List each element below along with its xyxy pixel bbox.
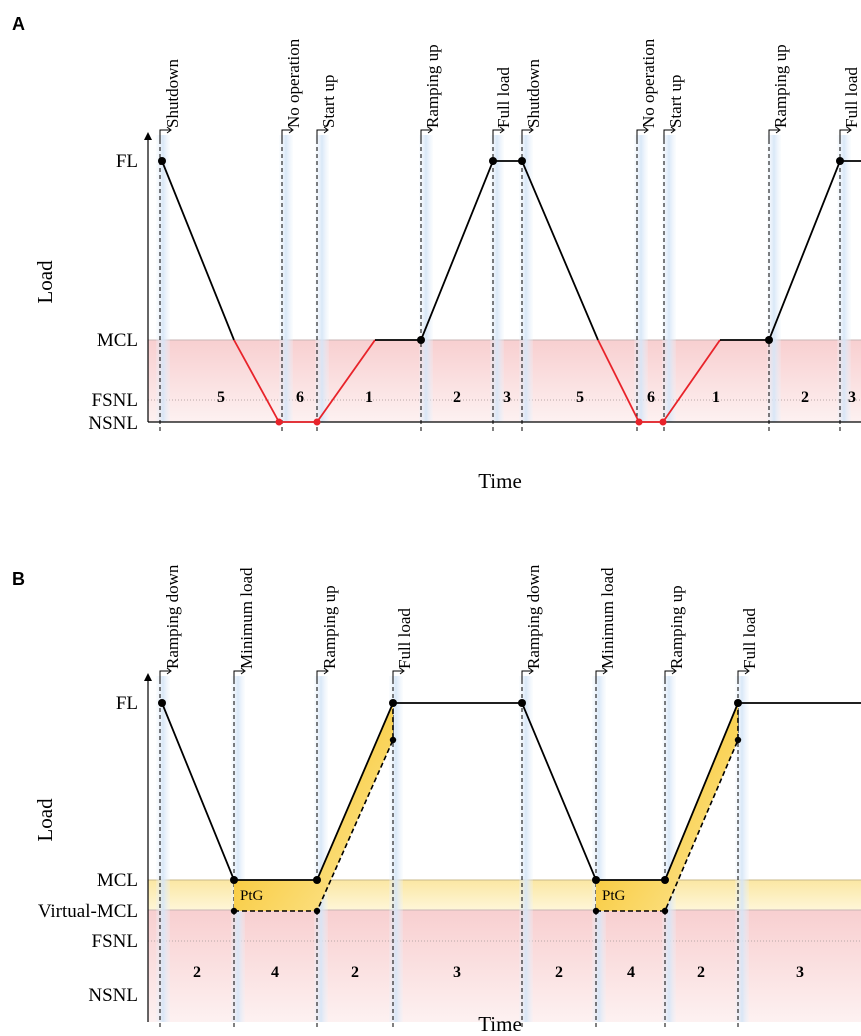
panel-b-red-zone [148, 910, 861, 1022]
panel-a-load-online-3 [720, 160, 861, 341]
panel-a-red-zone [148, 340, 861, 422]
panel-b-phase-number: 3 [796, 964, 804, 981]
panel-b-event-arrows [159, 667, 750, 680]
panel-b-event-label: Ramping down [163, 564, 182, 669]
panel-a-event-label: Ramping up [771, 44, 790, 128]
panel-b-ptg-region-1 [234, 703, 393, 911]
panel-a-phase-number: 3 [848, 389, 856, 406]
panel-a-points [158, 157, 844, 426]
panel-b-load-profile [161, 702, 861, 881]
panel-a-event-label: Full load [842, 67, 861, 128]
panel-letter-b: B [12, 569, 25, 589]
panel-a-phase-number: 5 [576, 389, 584, 406]
panel-a-event-label: Start up [319, 75, 338, 128]
panel-a-level-nsnl: NSNL [88, 413, 138, 434]
panel-b-phase-number: 4 [627, 964, 635, 981]
panel-a-x-axis-title: Time [478, 469, 522, 493]
panel-a-phase-number: 5 [217, 389, 225, 406]
panel-a-load-online-2 [375, 160, 599, 341]
panel-b-event-label: Full load [395, 608, 414, 669]
panel-b-phase-number: 4 [271, 964, 279, 981]
panel-b-level-virtual-mcl: Virtual-MCL [38, 901, 138, 922]
panel-b-phase-number: 3 [453, 964, 461, 981]
panel-b-level-fsnl: FSNL [92, 931, 138, 952]
panel-a-phase-number: 1 [712, 389, 720, 406]
panel-b-phase-number: 2 [697, 964, 705, 981]
panel-a-event-arrows [159, 126, 852, 140]
panel-b-event-label: Ramping up [320, 585, 339, 669]
panel-b-level-mcl: MCL [97, 870, 138, 891]
panel-a-event-label: Full load [494, 67, 513, 128]
panel-b-event-label: Minimum load [598, 567, 617, 669]
panel-b-event-label: Ramping down [524, 564, 543, 669]
panel-a-y-axis-title: Load [33, 260, 57, 304]
panel-b-phase-number: 2 [555, 964, 563, 981]
panel-a-event-label: Start up [666, 75, 685, 128]
panel-b: B [12, 564, 861, 1036]
panel-a-event-label: No operation [639, 38, 658, 128]
panel-a-event-label: No operation [284, 38, 303, 128]
panel-b-ptg-region-2 [596, 703, 738, 911]
panel-b-y-axis-arrow [144, 673, 152, 681]
panel-a-level-fl: FL [116, 151, 138, 172]
panel-a-event-label: Ramping up [423, 44, 442, 128]
panel-a: A [12, 14, 861, 493]
panel-b-level-fl: FL [116, 693, 138, 714]
panel-b-ptg-label: PtG [240, 888, 264, 904]
panel-b-level-nsnl: NSNL [88, 985, 138, 1006]
panel-a-phase-number: 2 [453, 389, 461, 406]
panel-b-event-label: Ramping up [667, 585, 686, 669]
panel-b-virtual-path-1 [234, 703, 394, 912]
panel-a-event-label: Shutdown [524, 59, 543, 128]
panel-b-event-label: Minimum load [237, 567, 256, 669]
panel-b-virtual-path-2 [596, 703, 739, 912]
panel-a-load-online-1 [161, 160, 235, 341]
panel-a-phase-number: 2 [801, 389, 809, 406]
panel-a-y-axis-arrow [144, 132, 152, 140]
panel-a-event-label: Shutdown [163, 59, 182, 128]
panel-b-ptg-label: PtG [602, 888, 626, 904]
panel-a-load-offline-2 [597, 339, 721, 423]
panel-letter-a: A [12, 14, 25, 34]
panel-b-phase-number: 2 [193, 964, 201, 981]
panel-b-y-axis-title: Load [33, 798, 57, 842]
panel-a-phase-number: 3 [503, 389, 511, 406]
panel-a-load-offline-1 [233, 339, 376, 423]
panel-b-phase-number: 2 [351, 964, 359, 981]
panel-a-phase-number: 6 [647, 389, 655, 406]
panel-b-points [158, 699, 742, 915]
panel-b-x-axis-title: Time [478, 1012, 522, 1036]
panel-b-event-label: Full load [740, 608, 759, 669]
panel-a-level-fsnl: FSNL [92, 390, 138, 411]
panel-a-level-mcl: MCL [97, 330, 138, 351]
panel-a-phase-number: 6 [296, 389, 304, 406]
panel-a-phase-number: 1 [365, 389, 373, 406]
